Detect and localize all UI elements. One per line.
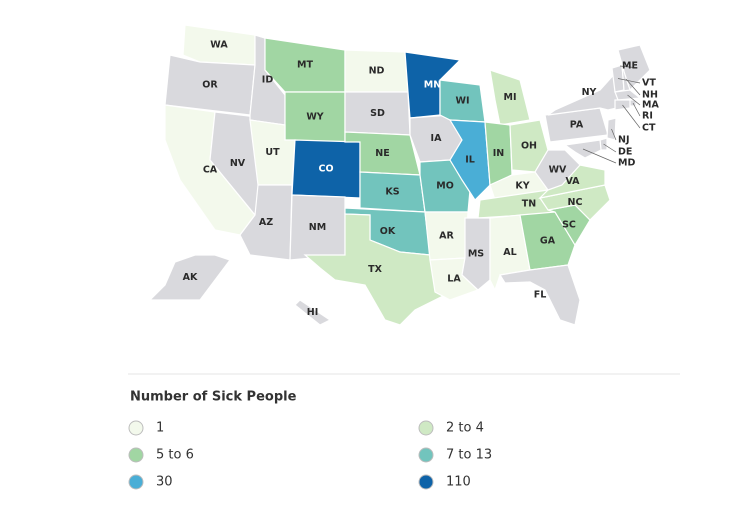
state-label: MO xyxy=(436,181,454,192)
state-label: AZ xyxy=(259,217,273,228)
state-label: MD xyxy=(618,158,635,169)
state-label: UT xyxy=(265,147,280,158)
legend-label: 2 to 4 xyxy=(446,421,484,436)
state-label: NY xyxy=(582,87,597,98)
state-label: HI xyxy=(307,307,319,318)
state xyxy=(534,149,581,191)
state-label: ME xyxy=(622,61,638,72)
state-label: WA xyxy=(210,40,228,51)
state-label: SC xyxy=(562,220,576,231)
state-label: WV xyxy=(549,165,567,176)
leader-line xyxy=(627,94,641,106)
state-label: LA xyxy=(447,274,461,285)
legend-label: 1 xyxy=(156,421,164,436)
state-label: MT xyxy=(297,60,313,71)
legend-swatch xyxy=(128,447,144,463)
state-label: MA xyxy=(642,100,659,111)
state-label: WI xyxy=(455,96,469,107)
state-label: NE xyxy=(375,148,389,159)
legend-swatch xyxy=(128,420,144,436)
state-label: CT xyxy=(642,123,656,134)
leader-line xyxy=(619,65,635,68)
state-label: ND xyxy=(369,66,385,77)
state-label: OR xyxy=(202,80,218,91)
leader-line xyxy=(632,102,641,117)
legend-swatch xyxy=(128,474,144,490)
legend-swatch xyxy=(418,447,434,463)
state-label: AK xyxy=(183,272,198,283)
state-label: VT xyxy=(642,78,656,89)
state-label: WY xyxy=(306,112,323,123)
state-label: CO xyxy=(318,164,333,175)
state-label: VA xyxy=(565,176,580,187)
legend-label: 30 xyxy=(156,475,173,490)
state xyxy=(519,211,576,271)
state-label: NC xyxy=(568,197,583,208)
legend-label: 110 xyxy=(446,475,471,490)
state-label: MN xyxy=(424,80,441,91)
state-label: SD xyxy=(370,108,385,119)
state-label: KY xyxy=(515,181,529,192)
leader-line xyxy=(625,78,641,96)
state-label: TX xyxy=(368,264,382,275)
leader-line xyxy=(582,148,617,164)
state-label: IA xyxy=(431,133,443,144)
state-label: TN xyxy=(522,199,536,210)
state-label: NV xyxy=(230,158,246,169)
state xyxy=(489,69,531,126)
state-label: CA xyxy=(203,165,218,176)
state-label: AR xyxy=(439,231,454,242)
state-label: AL xyxy=(503,247,516,258)
state-label: MI xyxy=(504,92,517,103)
leader-line xyxy=(622,104,641,129)
state-label: MS xyxy=(468,249,484,260)
state-label: IN xyxy=(493,148,505,159)
state-label: ID xyxy=(262,75,274,86)
state xyxy=(148,254,231,301)
state-label: PA xyxy=(570,120,584,131)
state-label: NM xyxy=(309,222,326,233)
state-label: KS xyxy=(385,187,399,198)
legend-title: Number of Sick People xyxy=(130,390,297,405)
legend-label: 7 to 13 xyxy=(446,448,492,463)
legend-swatch xyxy=(418,474,434,490)
state-label: NJ xyxy=(618,135,630,146)
state-label: RI xyxy=(642,111,653,122)
state-label: NH xyxy=(642,90,658,101)
leader-line xyxy=(603,143,617,153)
legend-label: 5 to 6 xyxy=(156,448,194,463)
state-label: DE xyxy=(618,147,632,158)
state-label: OK xyxy=(380,226,396,237)
states xyxy=(148,24,651,326)
leader-line xyxy=(611,128,617,141)
state xyxy=(499,264,581,326)
state-label: IL xyxy=(465,155,475,166)
state-label: GA xyxy=(540,236,556,247)
leader-line xyxy=(617,78,641,84)
legend-swatch xyxy=(418,420,434,436)
state-label: FL xyxy=(534,290,547,301)
state xyxy=(294,299,332,326)
state-label: OH xyxy=(521,141,537,152)
